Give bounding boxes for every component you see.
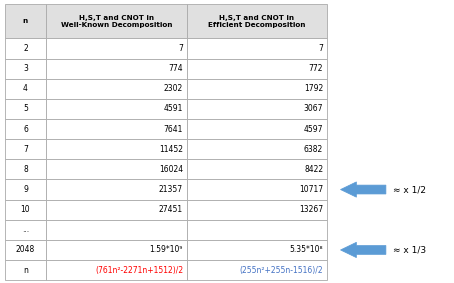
Bar — [187, 99, 327, 119]
Bar — [187, 260, 327, 280]
Bar — [46, 119, 187, 139]
Text: 1.59*10⁹: 1.59*10⁹ — [150, 245, 183, 254]
Bar — [5, 179, 46, 200]
Text: 6: 6 — [23, 125, 28, 134]
Bar — [46, 59, 187, 79]
Text: ≈ x 1/2: ≈ x 1/2 — [393, 185, 426, 194]
Bar — [46, 79, 187, 99]
Bar — [46, 260, 187, 280]
Bar — [187, 240, 327, 260]
Bar — [5, 38, 46, 59]
Text: 5: 5 — [23, 104, 28, 113]
Bar — [5, 220, 46, 240]
Bar — [46, 4, 187, 38]
Bar — [5, 159, 46, 179]
Bar — [5, 260, 46, 280]
Bar — [187, 179, 327, 200]
Text: 8: 8 — [23, 165, 28, 174]
Bar — [187, 200, 327, 220]
Bar — [46, 179, 187, 200]
Text: 7: 7 — [318, 44, 323, 53]
Text: 3: 3 — [23, 64, 28, 73]
Bar — [187, 139, 327, 159]
Text: 9: 9 — [23, 185, 28, 194]
Text: 7641: 7641 — [163, 125, 183, 134]
Bar — [5, 119, 46, 139]
Text: 27451: 27451 — [159, 205, 183, 214]
Text: 4597: 4597 — [304, 125, 323, 134]
Bar — [5, 240, 46, 260]
Text: 7: 7 — [178, 44, 183, 53]
Text: 13267: 13267 — [299, 205, 323, 214]
Polygon shape — [340, 242, 386, 258]
Text: 7: 7 — [23, 145, 28, 154]
Text: 2048: 2048 — [16, 245, 35, 254]
Bar — [187, 119, 327, 139]
Text: ≈ x 1/3: ≈ x 1/3 — [393, 245, 426, 254]
Bar — [187, 4, 327, 38]
Bar — [46, 159, 187, 179]
Bar — [46, 220, 187, 240]
Bar — [5, 99, 46, 119]
Text: 11452: 11452 — [159, 145, 183, 154]
Text: (761n²-2271n+1512)/2: (761n²-2271n+1512)/2 — [95, 266, 183, 275]
Text: 16024: 16024 — [159, 165, 183, 174]
Text: H,S,T and CNOT in
Efficient Decomposition: H,S,T and CNOT in Efficient Decompositio… — [208, 15, 306, 28]
Text: 21357: 21357 — [159, 185, 183, 194]
Text: 4591: 4591 — [163, 104, 183, 113]
Bar — [5, 4, 46, 38]
Bar — [187, 38, 327, 59]
Text: 4: 4 — [23, 84, 28, 93]
Bar — [46, 200, 187, 220]
Text: 1792: 1792 — [304, 84, 323, 93]
Text: ...: ... — [22, 225, 29, 234]
Text: 5.35*10⁸: 5.35*10⁸ — [290, 245, 323, 254]
Bar — [46, 99, 187, 119]
Text: 10: 10 — [21, 205, 30, 214]
Text: 772: 772 — [309, 64, 323, 73]
Text: 2: 2 — [23, 44, 28, 53]
Bar — [5, 139, 46, 159]
Text: n: n — [23, 18, 28, 24]
Bar — [187, 59, 327, 79]
Bar — [46, 38, 187, 59]
Text: 8422: 8422 — [304, 165, 323, 174]
Bar — [5, 79, 46, 99]
Bar — [187, 220, 327, 240]
Bar — [46, 139, 187, 159]
Text: n: n — [23, 266, 28, 275]
Text: (255n²+255n-1516)/2: (255n²+255n-1516)/2 — [240, 266, 323, 275]
Text: H,S,T and CNOT in
Well-Known Decomposition: H,S,T and CNOT in Well-Known Decompositi… — [61, 15, 173, 28]
Bar — [187, 159, 327, 179]
Text: 774: 774 — [168, 64, 183, 73]
Text: 6382: 6382 — [304, 145, 323, 154]
Text: 2302: 2302 — [164, 84, 183, 93]
Bar — [5, 59, 46, 79]
Bar — [46, 240, 187, 260]
Bar — [187, 79, 327, 99]
Text: 3067: 3067 — [304, 104, 323, 113]
Bar — [5, 200, 46, 220]
Polygon shape — [340, 182, 386, 197]
Text: 10717: 10717 — [299, 185, 323, 194]
